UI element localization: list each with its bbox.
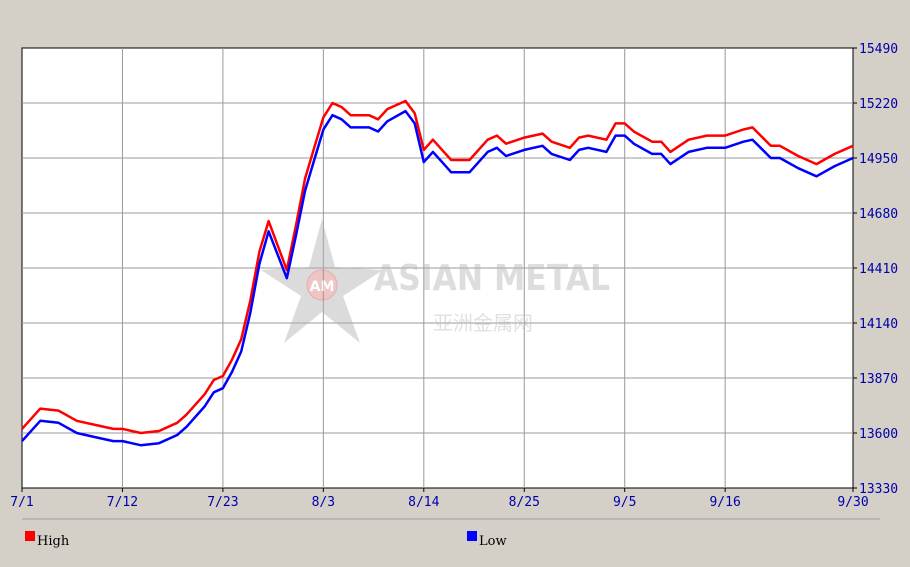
x-tick-label: 9/30 (837, 495, 868, 510)
x-tick-label: 7/23 (207, 495, 238, 510)
y-tick-label: 15220 (859, 97, 898, 112)
series-line-low (21, 109, 854, 447)
y-tick-label: 14140 (859, 317, 898, 332)
legend-swatch-high (25, 531, 35, 541)
asian-metal-watermark: AM ASIAN METAL 亚洲金属网 (261, 219, 610, 343)
y-tick-label: 13870 (859, 372, 898, 387)
y-tick-label: 14680 (859, 207, 898, 222)
y-tick-label: 15490 (859, 42, 898, 57)
x-tick-label: 8/25 (509, 495, 540, 510)
watermark-chinese: 亚洲金属网 (433, 311, 533, 335)
legend-label-high: High (37, 534, 70, 549)
watermark-logo-text: AM (310, 279, 335, 295)
star-logo-icon (261, 219, 383, 343)
x-tick-label: 9/5 (613, 495, 636, 510)
watermark-brand: ASIAN METAL (374, 258, 610, 299)
legend: High Low (25, 531, 507, 549)
y-tick-label: 13330 (859, 482, 898, 497)
series (21, 99, 854, 447)
x-tick-label: 7/12 (107, 495, 138, 510)
x-tick-label: 9/16 (709, 495, 740, 510)
y-tick-label: 14410 (859, 262, 898, 277)
x-tick-label: 8/3 (312, 495, 335, 510)
x-tick-label: 8/14 (408, 495, 439, 510)
series-line-high (21, 99, 854, 435)
x-axis-ticks: 7/1 7/12 7/23 8/3 8/14 8/25 9/5 9/16 9/30 (10, 488, 869, 510)
legend-swatch-low (467, 531, 477, 541)
y-tick-label: 14950 (859, 152, 898, 167)
y-axis-ticks: 13330 13600 13870 14140 14410 14680 14950 15220… (853, 42, 898, 497)
y-tick-label: 13600 (859, 427, 898, 442)
x-tick-label: 7/1 (10, 495, 33, 510)
legend-label-low: Low (479, 534, 507, 549)
